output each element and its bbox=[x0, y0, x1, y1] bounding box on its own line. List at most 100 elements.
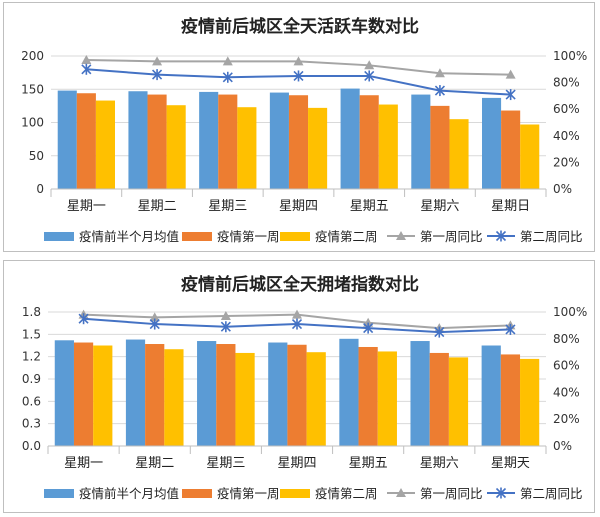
legend-swatch-week1 bbox=[182, 489, 212, 498]
bar-week2 bbox=[449, 119, 469, 189]
point-week1_ratio bbox=[149, 312, 160, 322]
bar-week1 bbox=[358, 346, 378, 446]
bar-week1 bbox=[145, 344, 165, 446]
bar-week1 bbox=[429, 352, 449, 446]
x-tick-label: 星期天 bbox=[491, 456, 530, 471]
bar-week2 bbox=[166, 105, 186, 189]
point-week2_ratio bbox=[81, 63, 92, 75]
bar-baseline bbox=[482, 97, 502, 189]
legend-label-week1_ratio: 第一周同比 bbox=[420, 229, 483, 244]
y-right-tick-label: 100% bbox=[553, 49, 587, 63]
bar-baseline bbox=[411, 94, 431, 189]
bar-week2 bbox=[237, 107, 257, 189]
bar-week1 bbox=[147, 94, 167, 189]
legend-marker-week2_ratio bbox=[495, 230, 507, 242]
y-right-tick-label: 20% bbox=[553, 412, 580, 426]
x-tick-label: 星期二 bbox=[135, 456, 174, 471]
bar-baseline bbox=[410, 341, 430, 446]
bar-baseline bbox=[199, 91, 219, 189]
y-right-tick-label: 0% bbox=[553, 439, 572, 453]
x-tick-label: 星期五 bbox=[350, 199, 389, 214]
bar-baseline bbox=[339, 338, 359, 446]
bar-baseline bbox=[481, 345, 501, 446]
legend-swatch-baseline bbox=[44, 232, 74, 241]
bar-baseline bbox=[54, 340, 74, 446]
legend-swatch-week1 bbox=[182, 232, 212, 241]
legend-label-week1_ratio: 第一周同比 bbox=[420, 486, 483, 501]
x-tick-label: 星期四 bbox=[277, 456, 316, 471]
y-right-tick-label: 40% bbox=[553, 129, 580, 143]
legend-swatch-baseline bbox=[44, 489, 74, 498]
bar-week1 bbox=[500, 354, 521, 446]
point-week2_ratio bbox=[220, 321, 231, 333]
point-week1_ratio bbox=[222, 56, 233, 66]
point-week2_ratio bbox=[149, 318, 160, 330]
point-week1_ratio bbox=[220, 311, 231, 321]
legend-label-week2_ratio: 第二周同比 bbox=[520, 486, 583, 501]
y-left-tick-label: 50 bbox=[29, 149, 44, 163]
point-week2_ratio bbox=[222, 71, 233, 83]
x-tick-label: 星期四 bbox=[279, 199, 318, 214]
bar-week1 bbox=[287, 344, 307, 446]
bar-week2 bbox=[308, 107, 328, 189]
bar-baseline bbox=[340, 88, 360, 189]
legend-label-baseline: 疫情前半个月均值 bbox=[79, 229, 179, 244]
legend-label-week1: 疫情第一周 bbox=[217, 229, 280, 244]
point-week1_ratio bbox=[81, 54, 92, 64]
bar-week2 bbox=[520, 358, 540, 446]
point-week2_ratio bbox=[363, 322, 374, 334]
y-left-tick-label: 150 bbox=[21, 82, 44, 96]
chart-panel-congestion-index: 疫情前后城区全天拥堵指数对比 0.0 0.3 0.6 0.9 1.2 1.5 1.8 0% 20… bbox=[3, 260, 595, 513]
y-left-tick-label: 0.0 bbox=[22, 439, 41, 453]
bar-week2 bbox=[93, 345, 113, 446]
chart-svg-congestion-index: 疫情前后城区全天拥堵指数对比 0.0 0.3 0.6 0.9 1.2 1.5 1.8 0% 20… bbox=[22, 274, 587, 501]
point-week2_ratio bbox=[291, 318, 303, 330]
y-left-tick-label: 0 bbox=[36, 182, 44, 196]
y-left-tick-label: 1.2 bbox=[22, 350, 41, 364]
bar-week1 bbox=[73, 342, 94, 446]
x-tick-label: 星期三 bbox=[208, 199, 247, 214]
y-right-tick-label: 100% bbox=[553, 305, 587, 319]
x-tick-label: 星期六 bbox=[420, 199, 459, 214]
x-tick-label: 星期六 bbox=[420, 456, 459, 471]
legend-label-baseline: 疫情前半个月均值 bbox=[79, 486, 179, 501]
y-right-tick-label: 80% bbox=[553, 332, 580, 346]
y-left-tick-label: 0.3 bbox=[22, 417, 41, 431]
bar-week2 bbox=[235, 352, 255, 446]
chart-title: 疫情前后城区全天活跃车数对比 bbox=[181, 16, 419, 37]
point-week1_ratio bbox=[293, 56, 304, 66]
bar-week1 bbox=[430, 105, 450, 189]
bar-week1 bbox=[76, 93, 96, 189]
y-left-tick-label: 0.9 bbox=[22, 372, 41, 386]
point-week2_ratio bbox=[78, 313, 89, 325]
bar-baseline bbox=[128, 91, 148, 189]
y-right-tick-label: 40% bbox=[553, 385, 580, 399]
point-week2_ratio bbox=[434, 326, 445, 338]
x-tick-label: 星期三 bbox=[206, 456, 245, 471]
point-week2_ratio bbox=[152, 69, 163, 81]
point-week1_ratio bbox=[505, 69, 516, 79]
y-right-tick-label: 0% bbox=[553, 182, 572, 196]
x-tick-label: 星期一 bbox=[64, 456, 103, 471]
bar-week1 bbox=[288, 95, 309, 189]
y-right-tick-label: 60% bbox=[553, 102, 580, 116]
y-left-tick-label: 0.6 bbox=[22, 394, 41, 408]
legend-label-week2: 疫情第二周 bbox=[315, 229, 378, 244]
legend-swatch-week2 bbox=[280, 489, 310, 498]
legend-marker-week2_ratio bbox=[495, 487, 507, 499]
bar-week2 bbox=[520, 124, 540, 189]
bar-baseline bbox=[57, 90, 77, 189]
legend-label-week2: 疫情第二周 bbox=[315, 486, 378, 501]
bar-week2 bbox=[377, 351, 397, 446]
bar-baseline bbox=[269, 92, 289, 189]
bar-week2 bbox=[95, 100, 115, 189]
y-left-tick-label: 1.5 bbox=[22, 327, 41, 341]
point-week2_ratio bbox=[293, 70, 304, 82]
legend-swatch-week2 bbox=[280, 232, 310, 241]
bar-week1 bbox=[218, 94, 238, 189]
chart-panel-active-vehicles: 疫情前后城区全天活跃车数对比 0 50 100 150 200 0% 20% 40% 60% 80… bbox=[3, 2, 595, 252]
bar-week2 bbox=[448, 357, 469, 446]
bar-week1 bbox=[501, 110, 521, 189]
y-left-tick-label: 100 bbox=[21, 116, 44, 130]
point-week2_ratio bbox=[364, 70, 375, 82]
